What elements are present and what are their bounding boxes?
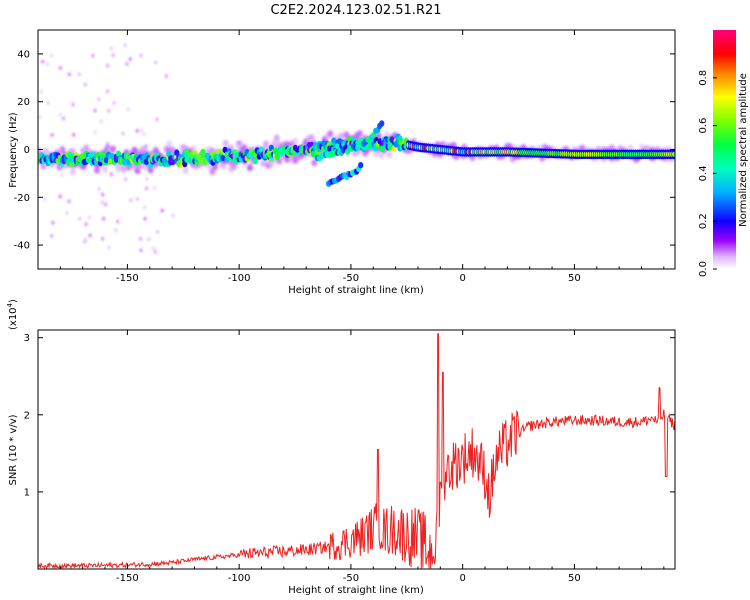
x-tick-label: 0 bbox=[459, 573, 465, 584]
heatmap-area bbox=[38, 43, 675, 254]
x-tick-label: -50 bbox=[343, 273, 359, 284]
colorbar-gradient bbox=[713, 30, 736, 269]
x-tick-label: -150 bbox=[116, 273, 139, 284]
y-tick-label: 20 bbox=[17, 97, 30, 108]
colorbar-tick-label: 0.2 bbox=[698, 213, 709, 229]
x-tick-label: 50 bbox=[568, 273, 581, 284]
x-tick-label: -100 bbox=[228, 273, 251, 284]
heatmap-branch-1 bbox=[314, 120, 385, 162]
snr-multiplier-close: ) bbox=[8, 299, 19, 303]
snr-x-label: Height of straight line (km) bbox=[288, 585, 424, 596]
y-tick-label: -20 bbox=[14, 193, 30, 204]
heatmap-panel: -150 -100 -50 0 50 -40 -20 0 20 40 Height of stra… bbox=[8, 29, 676, 296]
snr-multiplier-exp: 4 bbox=[6, 302, 14, 307]
colorbar-tick-label: 0.6 bbox=[698, 118, 709, 134]
colorbar-ticks: 0.0 0.2 0.4 0.6 0.8 bbox=[698, 70, 717, 277]
y-tick-label: 0 bbox=[24, 145, 30, 156]
heatmap-branch-2 bbox=[326, 162, 364, 187]
colorbar-tick-label: 0.4 bbox=[698, 165, 709, 181]
svg-text:(x104): (x104) bbox=[6, 299, 19, 330]
colorbar-tick-label: 0.8 bbox=[698, 70, 709, 86]
heatmap-axes: -150 -100 -50 0 50 -40 -20 0 20 40 bbox=[14, 30, 675, 284]
colorbar-label: Normalized spectral amplitude bbox=[738, 73, 749, 227]
y-tick-label: 2 bbox=[24, 410, 30, 421]
snr-multiplier-text: (x10 bbox=[8, 307, 19, 330]
x-tick-label: -100 bbox=[228, 573, 251, 584]
snr-axes: -150 -100 -50 0 50 1 2 3 bbox=[24, 330, 675, 584]
y-tick-label: 1 bbox=[24, 487, 30, 498]
snr-y-label: SNR (10 * v/v) bbox=[8, 414, 19, 485]
y-tick-label: 3 bbox=[24, 333, 30, 344]
snr-series-line bbox=[38, 333, 675, 569]
snr-multiplier: (x104) bbox=[6, 299, 19, 330]
x-tick-label: 50 bbox=[568, 573, 581, 584]
heatmap-x-label: Height of straight line (km) bbox=[288, 285, 424, 296]
snr-panel: -150 -100 -50 0 50 1 2 3 Height of straight lin… bbox=[6, 299, 676, 596]
heatmap-main-ridge bbox=[38, 133, 675, 169]
x-tick-label: -50 bbox=[343, 573, 359, 584]
x-tick-label: -150 bbox=[116, 573, 139, 584]
figure-title: C2E2.2024.123.02.51.R21 bbox=[270, 3, 441, 18]
y-tick-label: 40 bbox=[17, 49, 30, 60]
snr-frame bbox=[37, 329, 676, 570]
y-tick-label: -40 bbox=[14, 241, 30, 252]
colorbar-tick-label: 0.0 bbox=[698, 261, 709, 277]
heatmap-y-label: Frequency (Hz) bbox=[8, 112, 19, 188]
x-tick-label: 0 bbox=[459, 273, 465, 284]
colorbar: 0.0 0.2 0.4 0.6 0.8 Normalized spectral ampl… bbox=[698, 30, 749, 277]
